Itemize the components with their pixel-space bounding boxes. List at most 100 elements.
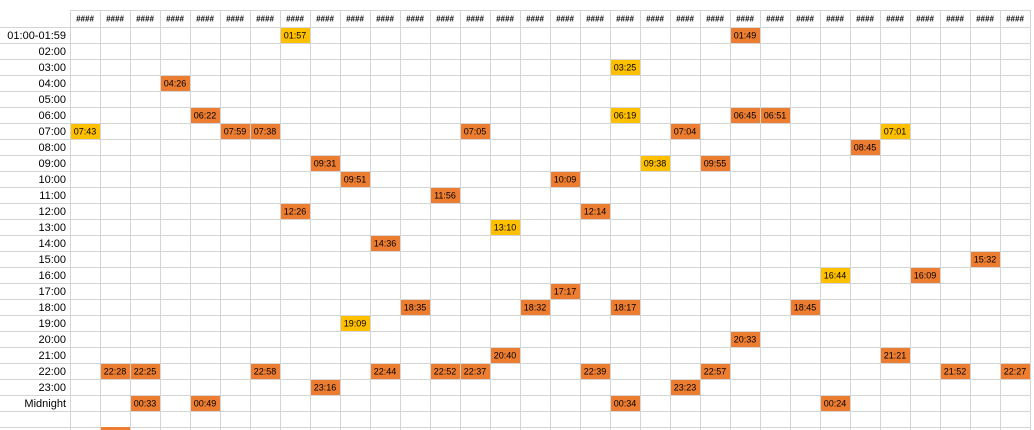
highlight-cell xyxy=(101,364,130,379)
column-header: #### xyxy=(616,15,634,24)
row-label: 15:00 xyxy=(38,254,66,266)
highlight-cell xyxy=(431,364,460,379)
highlight-cell xyxy=(821,268,850,283)
highlight-cell xyxy=(581,204,610,219)
column-header: #### xyxy=(1006,15,1024,24)
row-label: 16:00 xyxy=(38,270,66,282)
cell-time: 07:01 xyxy=(884,126,907,136)
cell-time: 01:57 xyxy=(284,30,307,40)
highlight-cell xyxy=(461,124,490,139)
highlight-cell xyxy=(971,252,1000,267)
column-header: #### xyxy=(946,15,964,24)
highlight-cell xyxy=(371,236,400,251)
column-header: #### xyxy=(256,15,274,24)
row-label: 13:00 xyxy=(38,222,66,234)
highlight-cell xyxy=(341,172,370,187)
cell-time: 23:23 xyxy=(674,382,697,392)
cell-time: 15:32 xyxy=(974,254,997,264)
highlight-cell xyxy=(401,300,430,315)
column-header: #### xyxy=(586,15,604,24)
highlight-cell xyxy=(431,188,460,203)
row-label: 09:00 xyxy=(38,158,66,170)
cell-time: 22:27 xyxy=(1004,366,1027,376)
cell-time: 09:38 xyxy=(644,158,667,168)
cell-time: 22:37 xyxy=(464,366,487,376)
row-label: 07:00 xyxy=(38,126,66,138)
column-header: #### xyxy=(76,15,94,24)
cell-time: 00:24 xyxy=(824,398,847,408)
cell-time: 23:16 xyxy=(314,382,337,392)
row-label: 21:00 xyxy=(38,350,66,362)
highlight-cell xyxy=(611,396,640,411)
row-label: 06:00 xyxy=(38,110,66,122)
column-header: #### xyxy=(796,15,814,24)
cell-time: 03:25 xyxy=(614,62,637,72)
cell-time: 09:31 xyxy=(314,158,337,168)
highlight-cell xyxy=(521,300,550,315)
cell-time: 04:26 xyxy=(164,78,187,88)
column-header: #### xyxy=(316,15,334,24)
highlight-cell xyxy=(161,76,190,91)
column-header: #### xyxy=(406,15,424,24)
cell-time: 14:36 xyxy=(374,238,397,248)
highlight-cell xyxy=(461,364,490,379)
row-label: 03:00 xyxy=(38,62,66,74)
highlight-cell xyxy=(881,124,910,139)
row-label: 14:00 xyxy=(38,238,66,250)
cell-time: 22:28 xyxy=(104,366,127,376)
row-label: 05:00 xyxy=(38,94,66,106)
cell-time: 18:17 xyxy=(614,302,637,312)
row-label: 19:00 xyxy=(38,318,66,330)
cell-time: 16:09 xyxy=(914,270,937,280)
highlight-cell xyxy=(251,124,280,139)
cell-time: 10:09 xyxy=(554,174,577,184)
column-header: #### xyxy=(466,15,484,24)
highlight-cell xyxy=(491,348,520,363)
column-header: #### xyxy=(226,15,244,24)
column-header: #### xyxy=(646,15,664,24)
row-label: 20:00 xyxy=(38,334,66,346)
highlight-cell xyxy=(191,108,220,123)
row-label: 04:00 xyxy=(38,78,66,90)
highlight-cell xyxy=(281,204,310,219)
cut-off-cell xyxy=(101,427,130,430)
cell-time: 11:56 xyxy=(434,190,456,200)
highlight-cell xyxy=(671,124,700,139)
grid xyxy=(0,10,1031,430)
highlight-cell xyxy=(551,284,580,299)
highlight-cell xyxy=(911,268,940,283)
cell-time: 01:49 xyxy=(734,30,757,40)
highlight-cell xyxy=(641,156,670,171)
column-header: #### xyxy=(436,15,454,24)
row-label: 08:00 xyxy=(38,142,66,154)
cell-time: 00:49 xyxy=(194,398,217,408)
cell-time: 09:51 xyxy=(344,174,367,184)
cell-time: 07:04 xyxy=(674,126,697,136)
cell-time: 22:58 xyxy=(254,366,277,376)
column-header: #### xyxy=(136,15,154,24)
highlight-cell xyxy=(491,220,520,235)
highlight-cell xyxy=(731,108,760,123)
highlight-cell xyxy=(551,172,580,187)
column-header: #### xyxy=(496,15,514,24)
row-label: 18:00 xyxy=(38,302,66,314)
highlight-cell xyxy=(701,364,730,379)
highlight-cell xyxy=(731,28,760,43)
row-label: 11:00 xyxy=(39,190,66,202)
row-label: Midnight xyxy=(24,398,66,410)
cell-time: 06:22 xyxy=(194,110,217,120)
highlight-cell xyxy=(191,396,220,411)
highlight-cell xyxy=(851,140,880,155)
cell-time: 07:05 xyxy=(464,126,487,136)
column-header: #### xyxy=(196,15,214,24)
column-header: #### xyxy=(886,15,904,24)
cell-time: 00:34 xyxy=(614,398,637,408)
row-label: 02:00 xyxy=(38,46,66,58)
cell-time: 09:55 xyxy=(704,158,727,168)
cell-time: 12:26 xyxy=(284,206,307,216)
column-header: #### xyxy=(736,15,754,24)
cell-time: 06:51 xyxy=(764,110,787,120)
cell-time: 18:35 xyxy=(404,302,427,312)
highlight-cell xyxy=(731,332,760,347)
column-header: #### xyxy=(346,15,364,24)
